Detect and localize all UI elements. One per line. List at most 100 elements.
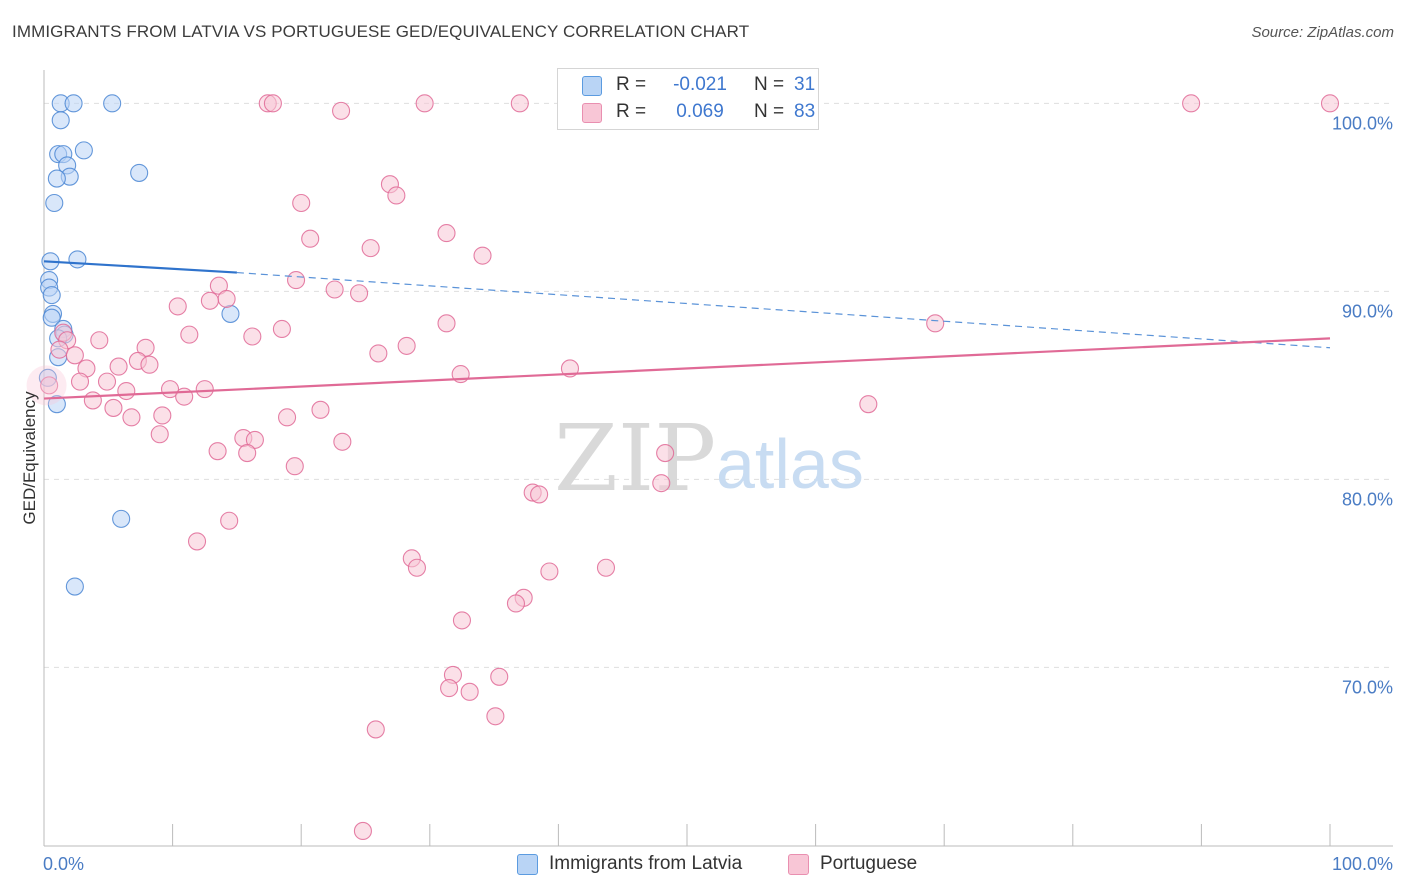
portuguese-point [153,406,172,425]
portuguese-point [530,485,549,504]
y-axis-title: GED/Equivalency [20,391,39,525]
latvia-point [47,395,66,414]
n-label: N = [754,74,785,95]
tick-labels: 100.0% 90.0% 80.0% 70.0% 0.0% 100.0% [43,113,1393,874]
portuguese-point [263,94,282,113]
portuguese-point [437,314,456,333]
axes [43,70,1393,847]
portuguese-point [217,289,236,308]
latvia-trend-extension [236,271,1331,349]
portuguese-point [353,821,372,841]
latvia-point [112,509,131,528]
watermark-zip: ZIP [554,405,716,512]
latvia-point [130,163,149,182]
y-tick-label: 90.0% [1342,301,1393,321]
portuguese-point [109,357,128,376]
portuguese-point [26,365,67,406]
n-value: 31 [794,74,816,95]
portuguese-point [278,408,297,427]
chart-title: IMMIGRANTS FROM LATVIA VS PORTUGUESE GED… [12,22,750,41]
y-tick-label: 80.0% [1342,489,1393,509]
portuguese-point [200,291,219,310]
r-value: 0.069 [676,101,724,122]
y-tick-label: 70.0% [1342,677,1393,697]
source-credit: Source: ZipAtlas.com [1251,24,1394,41]
portuguese-point [208,442,227,461]
portuguese-point [97,372,117,391]
portuguese-point [285,457,304,476]
portuguese-point [506,594,526,613]
data-points [26,94,1340,841]
watermark: ZIP atlas [554,405,864,512]
portuguese-point [437,224,456,243]
portuguese-point [366,720,385,739]
portuguese-point [104,398,123,417]
portuguese-point [415,94,434,113]
portuguese-point [140,355,159,374]
gridlines [44,102,1393,668]
portuguese-point [180,325,199,344]
portuguese-point [311,400,330,419]
latvia-point [64,94,83,113]
portuguese-point [460,682,479,701]
portuguese-point [122,408,141,427]
portuguese-point [301,229,320,248]
portuguese-point [1182,94,1201,113]
portuguese-point [238,444,257,463]
r-label: R = [616,74,647,95]
latvia-point [74,141,93,160]
portuguese-point [83,391,102,410]
latvia-point [103,94,122,113]
latvia-legend-swatch [517,854,538,875]
portuguese-point [333,432,352,451]
watermark-atlas: atlas [716,425,864,503]
latvia-swatch [582,76,602,96]
portuguese-point [369,344,388,363]
portuguese-point [195,380,214,399]
portuguese-point [325,280,344,299]
legend-label: Portuguese [820,853,918,874]
portuguese-point [292,193,311,213]
latvia-point [47,169,66,188]
portuguese-point [387,186,406,205]
portuguese-point [40,376,59,395]
latvia-point [65,577,84,596]
r-value: -0.021 [673,74,727,95]
portuguese-point [50,340,69,359]
portuguese-point [490,667,509,686]
x-tick-label: 100.0% [1332,854,1393,874]
portuguese-point [90,331,109,350]
trend-lines [43,260,1331,400]
portuguese-point [656,444,675,463]
portuguese-point [65,346,84,365]
portuguese-point [187,532,207,551]
portuguese-point [596,558,616,577]
portuguese-point [452,611,472,630]
portuguese-point [332,101,351,120]
portuguese-point [350,284,369,303]
portuguese-point [486,707,505,726]
portuguese-point [652,474,671,493]
portuguese-point [440,679,459,698]
portuguese-point [168,297,187,316]
legend-label: Immigrants from Latvia [549,853,743,874]
latvia-point [42,308,61,327]
portuguese-swatch [582,103,602,123]
portuguese-point [510,94,529,113]
latvia-point [42,286,61,305]
latvia-point [68,250,87,269]
portuguese-point [473,246,492,265]
portuguese-point [243,327,262,346]
n-value: 83 [794,101,816,122]
portuguese-point [220,511,239,530]
latvia-trend-line [43,260,237,274]
series-legend: Immigrants from Latvia Portuguese [0,850,1406,880]
portuguese-point [70,372,90,391]
portuguese-trend-line [43,337,1331,400]
portuguese-point [926,314,945,333]
r-label: R = [616,101,647,122]
portuguese-point [859,395,878,414]
n-label: N = [754,101,785,122]
portuguese-point [407,558,426,577]
